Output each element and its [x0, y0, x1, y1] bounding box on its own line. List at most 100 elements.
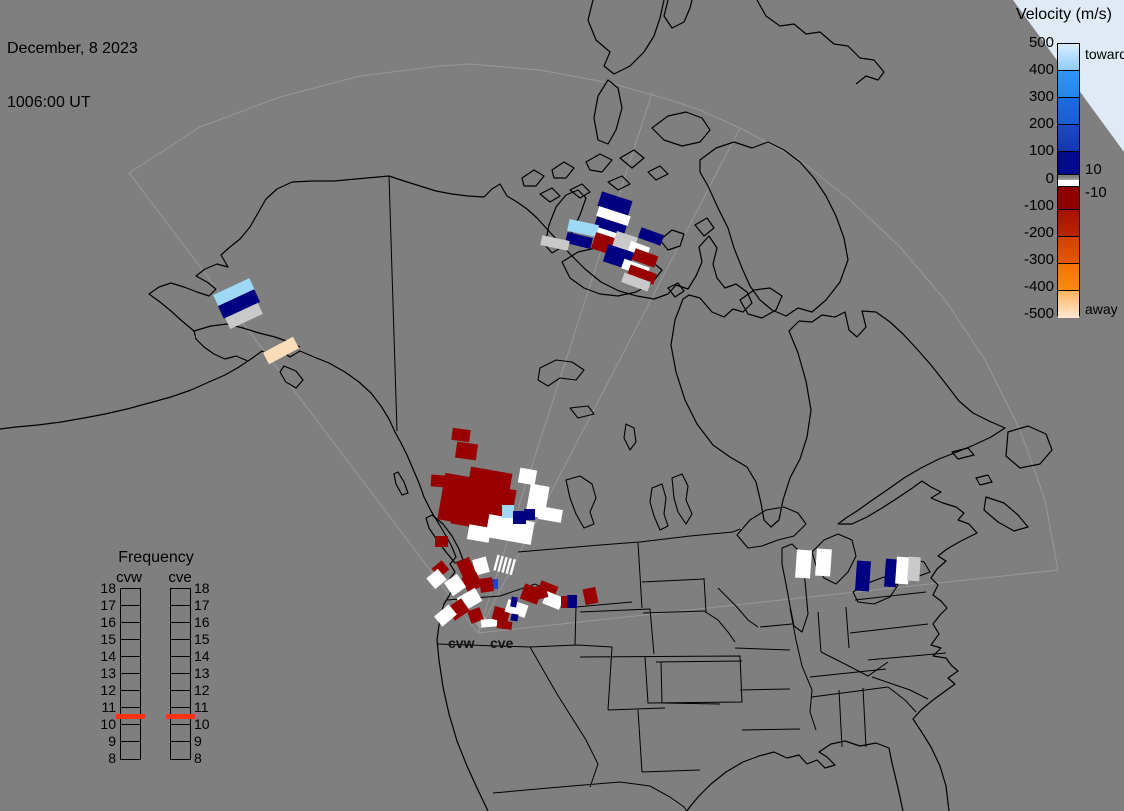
frequency-cell — [171, 725, 190, 742]
frequency-cell — [171, 657, 190, 674]
frequency-cell — [121, 623, 140, 640]
frequency-cell — [171, 674, 190, 691]
velocity-tick-label: 400 — [1028, 61, 1054, 78]
baffin-island — [699, 141, 849, 317]
frequency-scale-label: 13 — [100, 665, 116, 681]
velocity-tick-label: 100 — [1028, 142, 1054, 159]
velocity-legend-title: Velocity (m/s) — [1015, 6, 1112, 23]
radar-echo — [567, 595, 577, 608]
frequency-scale-label: 16 — [194, 614, 210, 630]
toward-label: toward — [1085, 46, 1124, 62]
radar-echo — [561, 596, 569, 608]
radar-echo — [510, 596, 518, 608]
radar-echo — [582, 586, 599, 606]
frequency-scale-label: 17 — [100, 597, 116, 613]
frequency-scale-label: 11 — [101, 699, 116, 715]
radar-echo — [907, 556, 921, 582]
colorbar-segment — [1058, 71, 1079, 98]
frequency-legend-title: Frequency — [118, 549, 194, 566]
velocity-tick-label: -200 — [1023, 224, 1054, 241]
frequency-cell — [121, 674, 140, 691]
radar-echo — [454, 441, 479, 461]
radar-echo — [434, 604, 457, 627]
frequency-scale-label: 8 — [194, 750, 202, 766]
frequency-scale-label: 17 — [194, 597, 210, 613]
frequency-marker-cve — [166, 713, 195, 719]
radar-echo — [467, 607, 484, 624]
radar-echo — [461, 571, 483, 593]
radar-echo — [479, 577, 494, 593]
radar-echo — [854, 560, 872, 592]
frequency-scale-label: 12 — [194, 682, 210, 698]
radar-echo — [509, 559, 516, 576]
radar-echo — [524, 509, 535, 520]
radar-echo — [451, 427, 471, 443]
frequency-column-cvw — [120, 588, 141, 760]
velocity-tick-label: 300 — [1028, 88, 1054, 105]
frequency-cell — [121, 640, 140, 657]
colorbar-segment — [1058, 152, 1079, 175]
radar-echo — [504, 599, 529, 618]
radar-echo — [217, 289, 261, 319]
colorbar-segment — [1058, 187, 1079, 210]
velocity-tick-label: 0 — [1045, 169, 1054, 187]
velocity-tick-label: -400 — [1023, 278, 1054, 295]
pos-threshold-label: 10 — [1085, 161, 1102, 178]
frequency-cell — [121, 708, 140, 725]
frequency-cell — [121, 725, 140, 742]
frequency-scale-label: 14 — [100, 648, 116, 664]
radar-echo — [513, 511, 526, 524]
frequency-scale-label: 18 — [100, 580, 116, 596]
frequency-cell — [171, 691, 190, 708]
frequency-scale-label: 18 — [194, 580, 210, 596]
radar-echo — [497, 555, 504, 572]
frequency-scale-label: 16 — [100, 614, 116, 630]
banks-island — [544, 189, 587, 254]
radar-echo — [884, 558, 898, 588]
frequency-scale-label: 8 — [108, 750, 116, 766]
radar-echo — [480, 618, 498, 628]
radar-echo — [213, 278, 255, 307]
colorbar-segment — [1058, 264, 1079, 291]
radar-echo — [488, 579, 498, 589]
radar-echo — [505, 557, 512, 575]
greenland-coast — [756, 0, 885, 85]
radar-echo — [621, 272, 651, 292]
radar-echo — [443, 573, 467, 597]
fov-radial-2 — [477, 127, 741, 634]
velocity-colorbar — [1057, 43, 1080, 318]
frequency-scale-label: 10 — [100, 716, 116, 732]
velocity-tick-label: -100 — [1023, 197, 1054, 214]
velocity-tick-label: -500 — [1023, 305, 1054, 322]
map-radar-label-cve: cve — [490, 635, 514, 651]
frequency-radar-cve: cve — [168, 569, 192, 586]
map-radar-label-cvw: cvw — [448, 635, 475, 651]
frequency-scale-label: 15 — [100, 631, 116, 647]
radar-echo — [430, 474, 448, 488]
frequency-marker-cvw — [116, 713, 145, 719]
velocity-tick-label: 200 — [1028, 115, 1054, 132]
colorbar-segment — [1058, 210, 1079, 237]
radar-echo — [565, 232, 593, 249]
colorbar-segment — [1058, 178, 1079, 187]
radar-echo — [631, 248, 659, 268]
frequency-scale-label: 9 — [108, 733, 116, 749]
radar-echo — [596, 206, 631, 226]
frequency-cell — [121, 606, 140, 623]
newfoundland — [1005, 425, 1053, 469]
radar-echoes — [213, 191, 921, 631]
radar-echo — [567, 219, 599, 237]
date-label: December, 8 2023 — [7, 40, 138, 57]
colorbar-segment — [1058, 291, 1079, 318]
radar-echo — [597, 191, 633, 216]
radar-echo — [815, 548, 832, 577]
frequency-radar-cvw: cvw — [116, 569, 142, 586]
frequency-cell — [121, 657, 140, 674]
fov-radial-1 — [477, 92, 653, 634]
radar-echo — [501, 556, 508, 573]
frequency-scale-label: 13 — [194, 665, 210, 681]
radar-echo — [466, 524, 492, 543]
frequency-cell — [171, 742, 190, 759]
